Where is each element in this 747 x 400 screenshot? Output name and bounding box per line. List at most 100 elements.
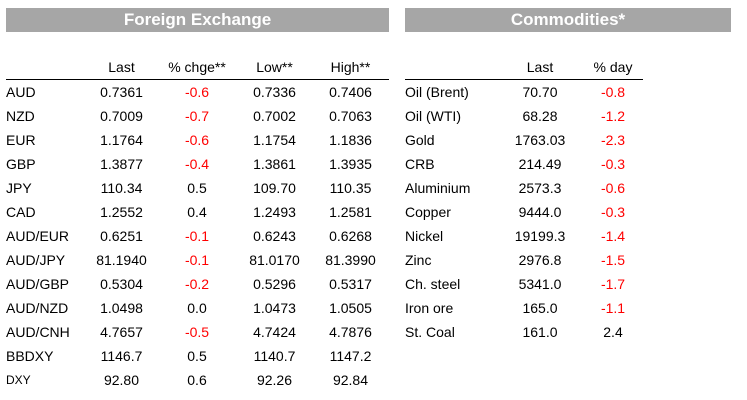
fx-high: 92.84 <box>332 372 369 388</box>
fx-change: 0.4 <box>187 204 207 220</box>
commodity-last: 68.28 <box>522 108 558 124</box>
fx-last: 0.5304 <box>100 276 143 292</box>
fx-currency: BBDXY <box>6 348 54 364</box>
fx-high: 0.7406 <box>329 84 372 100</box>
commodity-name: Gold <box>405 132 435 148</box>
fx-last: 1146.7 <box>100 348 143 364</box>
fx-high: 4.7876 <box>329 324 372 340</box>
commodity-day-change: -1.4 <box>600 228 626 244</box>
fx-row: AUD/CNH 4.7657 -0.5 4.7424 4.7876 <box>6 320 389 344</box>
fx-change: 0.5 <box>187 348 207 364</box>
fx-currency: AUD/GBP <box>6 276 70 292</box>
fx-low: 0.7336 <box>253 84 296 100</box>
fx-row: BBDXY 1146.7 0.5 1140.7 1147.2 <box>6 344 389 368</box>
commodity-spacer <box>643 104 731 128</box>
commodity-name: Iron ore <box>405 300 454 316</box>
fx-row: EUR 1.1764 -0.6 1.1754 1.1836 <box>6 128 389 152</box>
fx-row: NZD 0.7009 -0.7 0.7002 0.7063 <box>6 104 389 128</box>
fx-currency: AUD/JPY <box>6 252 66 268</box>
fx-low: 0.5296 <box>253 276 296 292</box>
commodity-row: Nickel 19199.3 -1.4 <box>405 224 731 248</box>
fx-low: 0.7002 <box>253 108 296 124</box>
commodity-spacer <box>643 224 731 248</box>
fx-change: 0.0 <box>187 300 207 316</box>
fx-currency: AUD/CNH <box>6 324 70 340</box>
commodities-col-last: Last <box>497 55 583 80</box>
fx-col-name <box>6 55 86 80</box>
commodity-spacer <box>643 320 731 344</box>
commodity-day-change: 2.4 <box>603 324 623 340</box>
commodity-row: Ch. steel 5341.0 -1.7 <box>405 272 731 296</box>
fx-low: 4.7424 <box>253 324 296 340</box>
commodity-last: 70.70 <box>522 84 558 100</box>
fx-change: -0.2 <box>184 276 210 292</box>
fx-row: AUD/EUR 0.6251 -0.1 0.6243 0.6268 <box>6 224 389 248</box>
commodity-day-change: -1.5 <box>600 252 626 268</box>
commodities-header-row: Last % day <box>405 55 731 80</box>
commodities-col-name <box>405 55 497 80</box>
fx-high: 1.0505 <box>329 300 372 316</box>
fx-low: 1140.7 <box>253 348 296 364</box>
commodity-last: 161.0 <box>522 324 558 340</box>
commodity-row: Gold 1763.03 -2.3 <box>405 128 731 152</box>
fx-last: 0.7361 <box>100 84 143 100</box>
fx-low: 81.0170 <box>249 252 300 268</box>
commodity-spacer <box>643 176 731 200</box>
fx-high: 0.5317 <box>329 276 372 292</box>
fx-row: AUD/GBP 0.5304 -0.2 0.5296 0.5317 <box>6 272 389 296</box>
commodities-col-spacer <box>643 55 731 80</box>
commodity-spacer <box>643 296 731 320</box>
commodity-row: Zinc 2976.8 -1.5 <box>405 248 731 272</box>
fx-title: Foreign Exchange <box>6 8 389 32</box>
fx-change: -0.6 <box>184 84 210 100</box>
commodity-day-change: -0.3 <box>600 204 626 220</box>
commodities-col-day: % day <box>583 55 643 80</box>
fx-high: 81.3990 <box>325 252 376 268</box>
fx-change: -0.1 <box>184 228 210 244</box>
commodity-last: 2976.8 <box>518 252 562 268</box>
commodity-row: St. Coal 161.0 2.4 <box>405 320 731 344</box>
commodity-name: Oil (Brent) <box>405 84 469 100</box>
fx-row: GBP 1.3877 -0.4 1.3861 1.3935 <box>6 152 389 176</box>
commodity-last: 1763.03 <box>514 132 566 148</box>
fx-change: -0.1 <box>184 252 210 268</box>
fx-change: -0.7 <box>184 108 210 124</box>
fx-high: 1.2581 <box>329 204 372 220</box>
commodity-name: Nickel <box>405 228 444 244</box>
fx-currency: GBP <box>6 156 36 172</box>
fx-row: JPY 110.34 0.5 109.70 110.35 <box>6 176 389 200</box>
fx-low: 0.6243 <box>253 228 296 244</box>
commodity-last: 5341.0 <box>518 276 562 292</box>
commodity-day-change: -0.6 <box>600 180 626 196</box>
fx-last: 1.2552 <box>100 204 143 220</box>
commodity-name: Ch. steel <box>405 276 461 292</box>
commodity-row: Iron ore 165.0 -1.1 <box>405 296 731 320</box>
fx-table: Last % chge** Low** High** AUD 0.7361 -0.6… <box>6 55 389 392</box>
commodity-last: 19199.3 <box>514 228 566 244</box>
commodity-name: St. Coal <box>405 324 455 340</box>
fx-currency: AUD/EUR <box>6 228 70 244</box>
commodity-name: Zinc <box>405 252 432 268</box>
commodity-row: Oil (Brent) 70.70 -0.8 <box>405 80 731 105</box>
fx-currency: NZD <box>6 108 35 124</box>
fx-low: 1.0473 <box>253 300 296 316</box>
fx-last: 1.1764 <box>100 132 143 148</box>
commodity-name: Copper <box>405 204 451 220</box>
fx-change: 0.6 <box>187 372 207 388</box>
fx-row: AUD 0.7361 -0.6 0.7336 0.7406 <box>6 80 389 105</box>
fx-high: 0.6268 <box>329 228 372 244</box>
fx-low: 1.2493 <box>253 204 296 220</box>
fx-change: -0.4 <box>184 156 210 172</box>
commodity-spacer <box>643 80 731 105</box>
commodity-spacer <box>643 152 731 176</box>
commodities-table: Last % day Oil (Brent) 70.70 -0.8 Oil (WTI)… <box>405 55 731 344</box>
fx-currency: EUR <box>6 132 36 148</box>
fx-low: 1.1754 <box>253 132 296 148</box>
fx-panel: Foreign Exchange Last % chge** Low** Hig… <box>6 8 389 392</box>
commodities-panel: Commodities* Last % day Oil (Brent) 70.70… <box>405 8 731 344</box>
commodity-day-change: -2.3 <box>600 132 626 148</box>
commodity-day-change: -0.8 <box>600 84 626 100</box>
commodity-last: 2573.3 <box>518 180 562 196</box>
fx-last: 92.80 <box>103 372 140 388</box>
fx-body: AUD 0.7361 -0.6 0.7336 0.7406 NZD 0.7009 -0.7 0.… <box>6 80 389 393</box>
